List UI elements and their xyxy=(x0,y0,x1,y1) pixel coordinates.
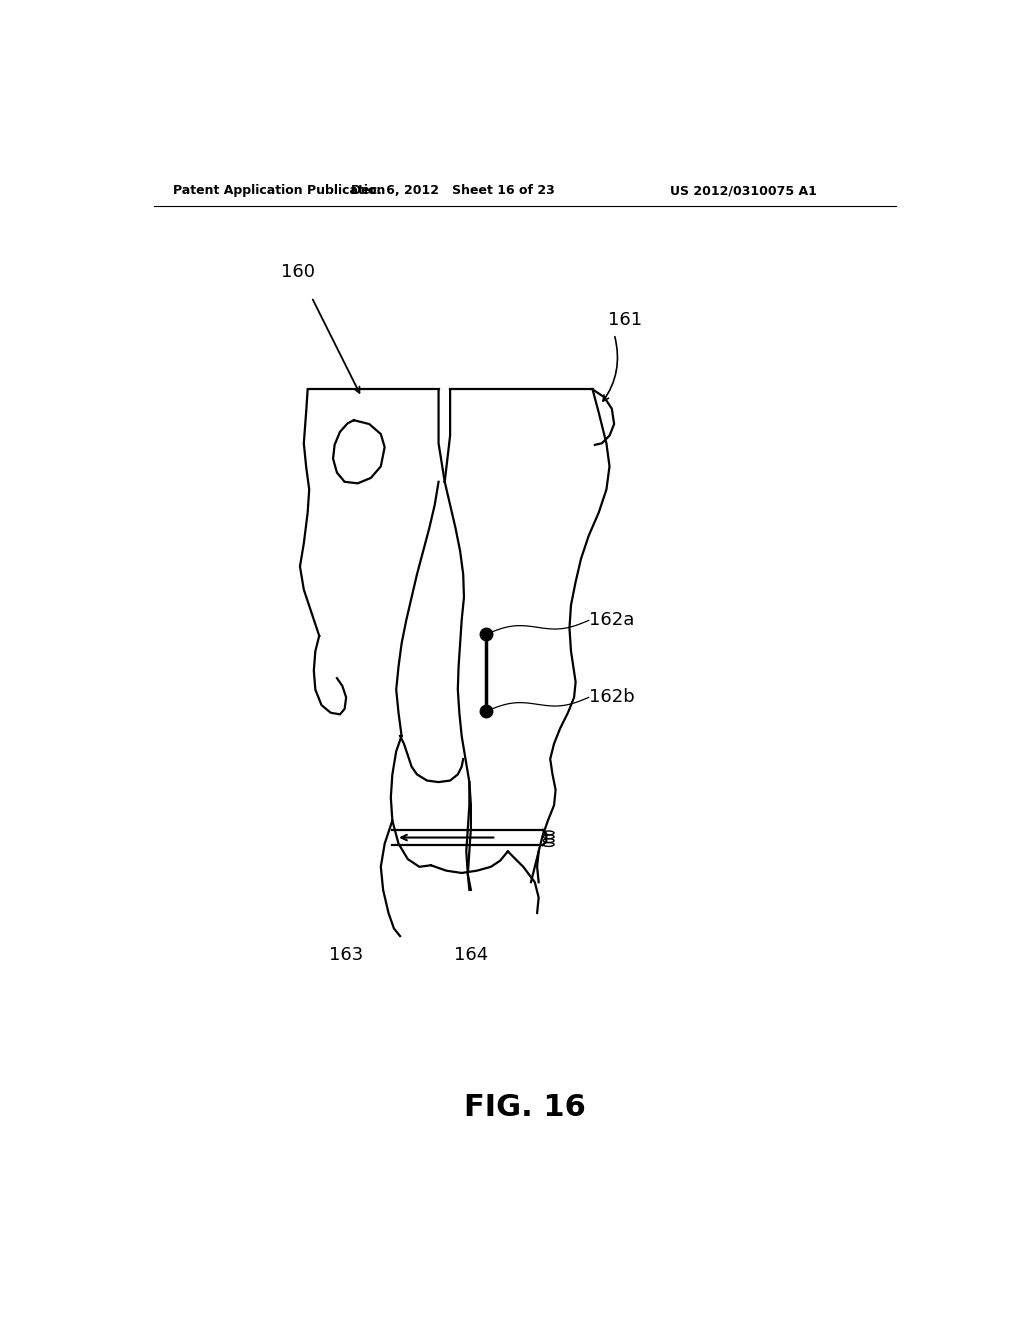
Text: Dec. 6, 2012   Sheet 16 of 23: Dec. 6, 2012 Sheet 16 of 23 xyxy=(350,185,554,197)
Text: US 2012/0310075 A1: US 2012/0310075 A1 xyxy=(670,185,816,197)
Text: 162b: 162b xyxy=(589,689,635,706)
Text: 160: 160 xyxy=(281,264,314,281)
Text: 163: 163 xyxy=(330,946,364,965)
FancyArrowPatch shape xyxy=(603,337,617,401)
Text: 162a: 162a xyxy=(589,611,634,630)
Text: 164: 164 xyxy=(454,946,488,965)
Text: Patent Application Publication: Patent Application Publication xyxy=(173,185,385,197)
Text: FIG. 16: FIG. 16 xyxy=(464,1093,586,1122)
Text: 161: 161 xyxy=(608,312,642,329)
